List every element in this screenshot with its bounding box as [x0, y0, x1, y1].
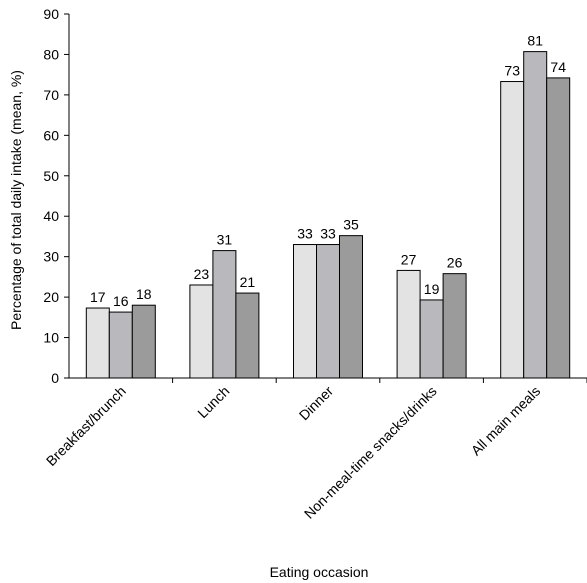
bar [235, 292, 260, 379]
bar [131, 304, 156, 379]
y-tick-label: 0 [51, 370, 59, 386]
bar [316, 244, 340, 379]
y-tick-label: 80 [43, 46, 59, 62]
bar [442, 273, 467, 379]
bar [523, 51, 548, 379]
x-axis-label: Eating occasion [270, 564, 369, 580]
bar [339, 235, 363, 379]
data-label: 33 [297, 226, 313, 242]
y-axis-label: Percentage of total daily intake (mean, … [8, 70, 24, 330]
x-tick-label: Lunch [194, 383, 232, 421]
data-label: 81 [527, 33, 543, 49]
y-tick-label: 70 [43, 87, 59, 103]
y-tick-label: 50 [43, 168, 59, 184]
data-label: 31 [217, 232, 233, 248]
x-tick-label: Dinner [296, 383, 337, 424]
bar [85, 307, 110, 379]
data-label: 73 [504, 63, 520, 79]
bar [396, 269, 421, 379]
data-label: 21 [240, 274, 256, 290]
x-tick-label: All main meals [468, 383, 544, 459]
bar [419, 299, 444, 379]
data-label: 18 [136, 286, 152, 302]
data-label: 74 [550, 59, 566, 75]
bar [189, 284, 214, 379]
y-tick-label: 60 [43, 127, 59, 143]
y-tick-label: 30 [43, 249, 59, 265]
plot-area: 0 10 20 30 40 50 60 70 80 90 17 16 18 Breakfast/brunc… [43, 6, 587, 522]
y-tick-label: 10 [43, 330, 59, 346]
bar [546, 77, 571, 379]
data-label: 27 [401, 251, 417, 267]
y-tick-label: 20 [43, 289, 59, 305]
y-tick-label: 90 [43, 6, 59, 22]
data-label: 19 [424, 281, 440, 297]
data-label: 23 [194, 266, 210, 282]
data-label: 17 [90, 289, 106, 305]
data-label: 16 [113, 293, 129, 309]
bar [212, 250, 237, 379]
bar [500, 81, 525, 379]
data-label: 33 [320, 226, 336, 242]
x-tick-label: Breakfast/brunch [43, 383, 129, 469]
data-label: 35 [343, 217, 359, 233]
y-tick-label: 40 [43, 208, 59, 224]
bar [293, 244, 317, 379]
bar [108, 311, 133, 379]
data-label: 26 [447, 255, 463, 271]
